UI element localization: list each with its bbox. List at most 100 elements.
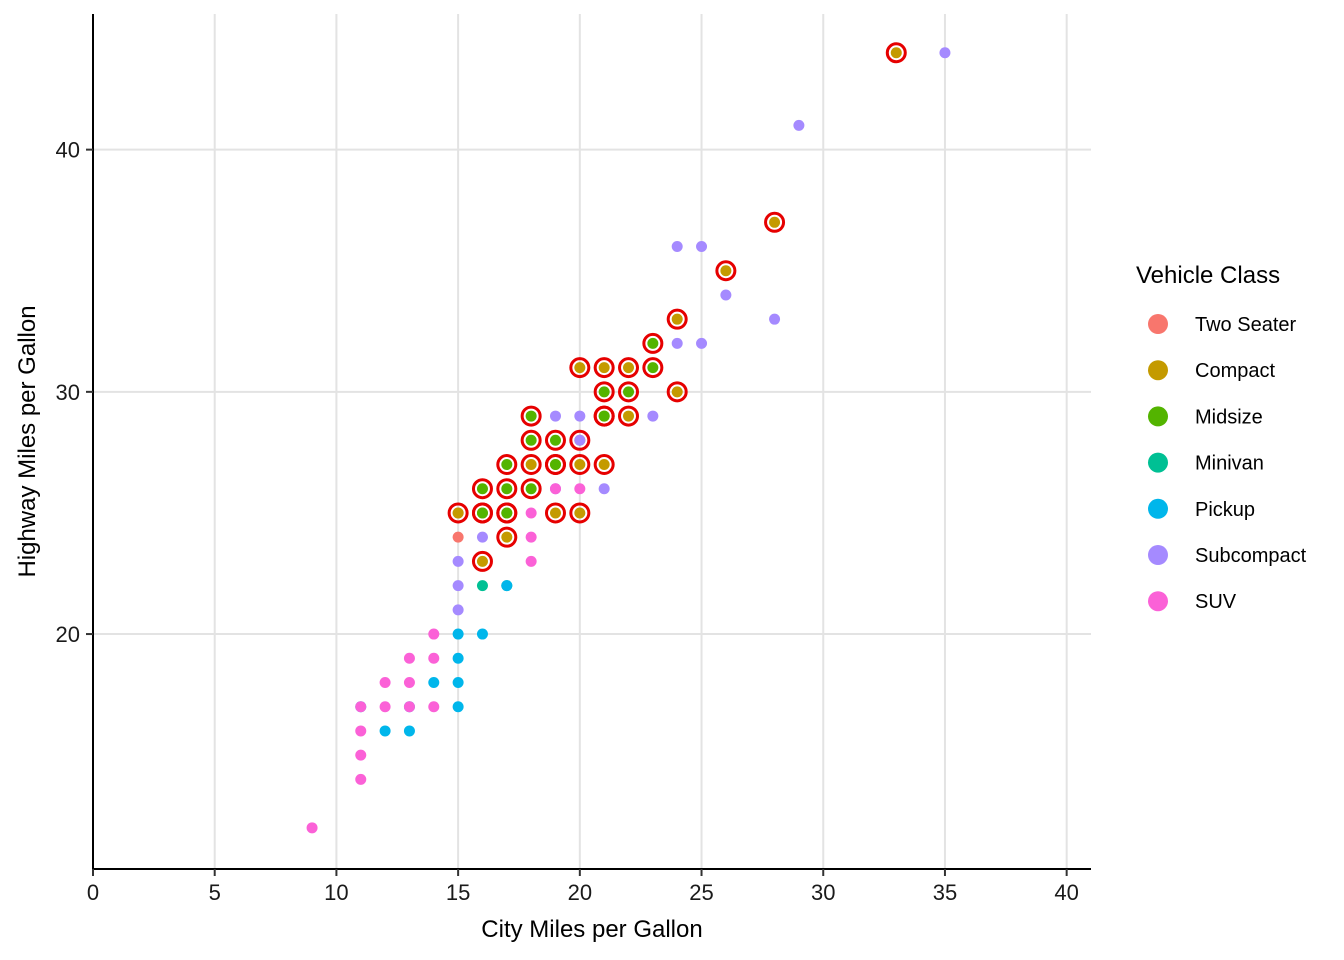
highlight-ring: [618, 381, 640, 403]
legend-title: Vehicle Class: [1136, 262, 1280, 289]
highlight-ring: [593, 454, 615, 476]
data-point: [452, 531, 464, 543]
data-point: [476, 555, 488, 567]
data-point: [476, 580, 488, 592]
data-point: [452, 507, 464, 519]
data-point: [574, 410, 586, 422]
data-point: [476, 483, 488, 495]
data-point: [452, 701, 464, 713]
legend-swatch: [1148, 452, 1168, 473]
legend-swatch: [1148, 591, 1168, 612]
x-tick-label: 20: [568, 880, 592, 905]
data-point: [501, 483, 513, 495]
data-point: [355, 749, 367, 761]
highlight-ring: [544, 454, 566, 476]
data-point: [306, 822, 318, 834]
x-tick-label: 35: [933, 880, 957, 905]
data-point: [647, 362, 659, 374]
highlight-ring: [496, 478, 518, 500]
data-point: [403, 652, 415, 664]
data-point: [623, 362, 635, 374]
data-point: [671, 386, 683, 398]
y-tick-label: 40: [56, 138, 80, 163]
data-point: [623, 386, 635, 398]
legend-entry-label: SUV: [1195, 591, 1237, 613]
highlight-ring: [544, 502, 566, 524]
legend-swatch: [1148, 314, 1168, 334]
data-point: [598, 410, 610, 422]
data-point: [403, 676, 415, 688]
data-point: [525, 531, 537, 543]
x-tick-label: 15: [446, 880, 470, 905]
data-point: [574, 459, 586, 471]
highlight-ring: [520, 429, 542, 451]
data-point: [574, 483, 586, 495]
highlight-ring: [666, 308, 688, 330]
highlight-ring: [885, 42, 907, 64]
highlight-ring: [496, 502, 518, 524]
legend-entry-label: Minivan: [1195, 453, 1264, 475]
data-point: [769, 313, 781, 325]
highlight-ring: [642, 357, 664, 379]
legend-swatch: [1148, 406, 1168, 427]
data-point: [574, 362, 586, 374]
data-point: [598, 362, 610, 374]
data-point: [696, 241, 708, 253]
data-point: [428, 676, 440, 688]
highlight-ring: [666, 381, 688, 403]
data-point: [598, 459, 610, 471]
data-point: [720, 289, 732, 301]
highlight-ring: [569, 454, 591, 476]
data-point: [452, 652, 464, 664]
axes: [86, 14, 1091, 876]
data-point: [623, 410, 635, 422]
x-axis-title: City Miles per Gallon: [481, 916, 702, 943]
data-point: [428, 652, 440, 664]
data-point: [428, 628, 440, 640]
data-point: [939, 47, 951, 59]
highlight-ring: [618, 357, 640, 379]
highlight-ring: [593, 381, 615, 403]
highlight-ring: [544, 429, 566, 451]
x-tick-label: 30: [811, 880, 835, 905]
legend-swatch: [1148, 498, 1168, 519]
data-point: [549, 434, 561, 446]
data-point: [476, 507, 488, 519]
data-point: [379, 676, 391, 688]
highlight-ring: [471, 502, 493, 524]
data-point: [525, 507, 537, 519]
highlight-ring: [471, 550, 493, 572]
data-point: [501, 531, 513, 543]
data-point: [647, 410, 659, 422]
data-point: [476, 531, 488, 543]
data-point: [501, 507, 513, 519]
data-point: [403, 701, 415, 713]
highlight-ring: [496, 526, 518, 548]
data-point: [452, 555, 464, 567]
data-point: [355, 701, 367, 713]
legend-entry-label: Two Seater: [1195, 314, 1297, 336]
data-point: [525, 434, 537, 446]
data-point: [647, 337, 659, 349]
data-point: [452, 628, 464, 640]
y-axis-title: Highway Miles per Gallon: [14, 305, 41, 577]
highlight-ring: [569, 502, 591, 524]
legend-swatch: [1148, 545, 1168, 565]
data-point: [525, 459, 537, 471]
highlight-ring: [618, 405, 640, 427]
highlight-ring: [447, 502, 469, 524]
highlight-ring: [715, 260, 737, 282]
x-tick-label: 5: [209, 880, 221, 905]
highlight-ring: [569, 429, 591, 451]
highlight-ring: [764, 211, 786, 233]
data-point: [671, 241, 683, 253]
data-point: [452, 604, 464, 616]
legend: Vehicle Class Two Seater Compact Midsize Mi…: [1136, 262, 1307, 613]
data-point: [379, 701, 391, 713]
data-point: [598, 483, 610, 495]
data-point: [720, 265, 732, 277]
highlight-ring: [520, 478, 542, 500]
data-point: [355, 773, 367, 785]
highlight-ring: [593, 357, 615, 379]
